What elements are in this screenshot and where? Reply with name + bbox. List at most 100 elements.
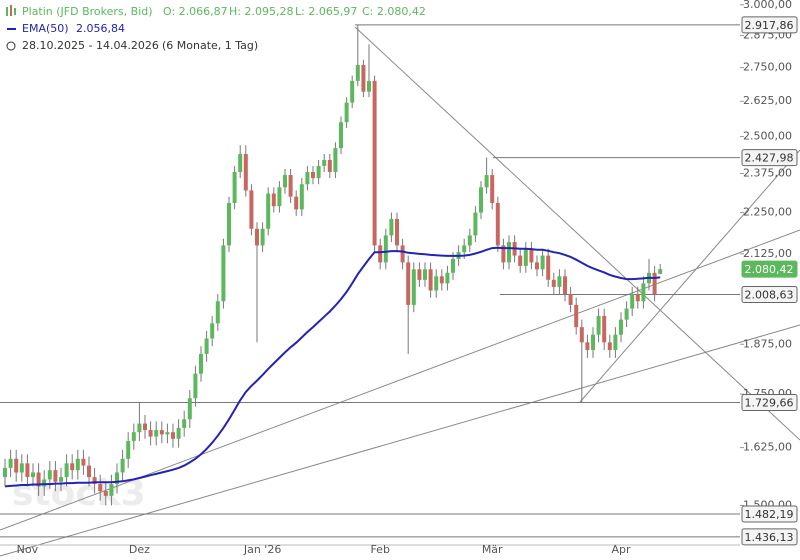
candle-body bbox=[182, 419, 187, 428]
candle-body bbox=[551, 279, 556, 287]
candle-body bbox=[389, 219, 394, 236]
candle-body bbox=[159, 430, 164, 435]
x-tick-label: Feb bbox=[370, 543, 389, 556]
candle-body bbox=[568, 294, 573, 305]
header: Platin (JFD Brokers, Bid) O: 2.066,87 H:… bbox=[6, 5, 426, 52]
candle-body bbox=[8, 458, 13, 468]
candle-body bbox=[47, 470, 52, 480]
y-tick-label: 3.000,00 bbox=[743, 0, 792, 11]
icon bbox=[14, 8, 16, 15]
candle-body bbox=[495, 203, 500, 246]
candle-body bbox=[428, 269, 433, 291]
candle-body bbox=[423, 269, 427, 280]
candle-body bbox=[322, 159, 327, 166]
y-tick-label: 2.250,00 bbox=[743, 206, 792, 219]
candle-body bbox=[109, 484, 114, 496]
candle-body bbox=[311, 172, 315, 179]
candle-body bbox=[75, 458, 80, 471]
watermark: stock3 bbox=[12, 473, 146, 514]
candle-body bbox=[439, 276, 444, 284]
candle-body bbox=[165, 432, 170, 435]
candle-body bbox=[210, 323, 215, 339]
candle-body bbox=[507, 242, 511, 263]
price-box-label: 2.008,63 bbox=[745, 289, 794, 302]
candle-body bbox=[361, 65, 366, 92]
candle-body bbox=[143, 423, 147, 431]
candle-body bbox=[490, 175, 495, 204]
y-tick-label: 2.500,00 bbox=[743, 129, 792, 142]
candle-body bbox=[299, 184, 304, 210]
y-tick-label: 1.625,00 bbox=[743, 441, 792, 454]
y-tick-label: 2.750,00 bbox=[743, 61, 792, 74]
plot bbox=[0, 24, 740, 538]
ohlc: L: 2.065,97 bbox=[295, 5, 357, 18]
candle-body bbox=[294, 196, 299, 210]
candle-body bbox=[260, 228, 265, 246]
candle-body bbox=[255, 228, 259, 246]
legend-label: EMA(50) bbox=[22, 22, 69, 35]
candle-body bbox=[445, 272, 450, 284]
price-box-label: 2.917,86 bbox=[745, 19, 794, 32]
candle-body bbox=[641, 283, 646, 302]
candle-body bbox=[98, 484, 103, 492]
candle-body bbox=[204, 338, 209, 354]
candle-body bbox=[350, 80, 355, 103]
candle-body bbox=[316, 165, 321, 179]
candle-body bbox=[406, 262, 411, 305]
candle-body bbox=[193, 373, 198, 399]
candle-body bbox=[19, 463, 24, 473]
candle-body bbox=[70, 463, 75, 471]
icon bbox=[6, 7, 8, 16]
candle-body bbox=[378, 245, 383, 263]
candle-body bbox=[120, 458, 125, 473]
candle-body bbox=[624, 308, 629, 320]
trend-line bbox=[0, 229, 800, 531]
candle-body bbox=[344, 102, 349, 123]
candle-body bbox=[585, 342, 590, 351]
candle-body bbox=[131, 432, 136, 441]
candle-body bbox=[579, 327, 584, 343]
ema-line bbox=[4, 246, 661, 488]
candle-body bbox=[652, 272, 657, 295]
title: Platin (JFD Brokers, Bid) bbox=[22, 5, 153, 18]
candle-body bbox=[81, 458, 86, 466]
candle-body bbox=[327, 159, 332, 173]
candle-body bbox=[103, 491, 108, 496]
x-tick-label: Jan '26 bbox=[243, 543, 281, 556]
ohlc: O: 2.066,87 bbox=[163, 5, 228, 18]
candle-body bbox=[232, 172, 237, 204]
candle-body bbox=[473, 212, 478, 236]
candle-body bbox=[417, 269, 422, 280]
legend-value: 2.056,84 bbox=[76, 22, 125, 35]
y-tick-label: 2.625,00 bbox=[743, 94, 792, 107]
candle-body bbox=[249, 190, 254, 229]
candle-body bbox=[266, 193, 271, 229]
x-tick-label: Mär bbox=[482, 543, 503, 556]
x-tick-label: Apr bbox=[611, 543, 631, 556]
candle-body bbox=[137, 423, 142, 433]
y-tick-label: 1.875,00 bbox=[743, 337, 792, 350]
candle-body bbox=[529, 248, 534, 263]
candle-body bbox=[187, 398, 192, 420]
candle-body bbox=[126, 440, 131, 459]
candle-body bbox=[148, 430, 153, 437]
price-box-label: 1.436,13 bbox=[745, 531, 794, 544]
price-box-label: 2.080,42 bbox=[745, 263, 794, 276]
candle-body bbox=[501, 245, 506, 263]
candle-body bbox=[283, 175, 287, 188]
candle-body bbox=[462, 245, 467, 253]
candle-body bbox=[115, 472, 119, 485]
candle-body bbox=[540, 255, 545, 270]
candle-body bbox=[271, 193, 276, 207]
price-box bbox=[741, 394, 798, 412]
x-tick-label: Dez bbox=[129, 543, 150, 556]
candle-body bbox=[14, 458, 19, 473]
candle-body bbox=[171, 432, 175, 439]
candle-body bbox=[92, 477, 97, 485]
y-tick-label: 2.125,00 bbox=[743, 247, 792, 260]
candle-body bbox=[658, 269, 663, 274]
candle-body bbox=[53, 470, 58, 482]
candle-body bbox=[25, 463, 30, 478]
